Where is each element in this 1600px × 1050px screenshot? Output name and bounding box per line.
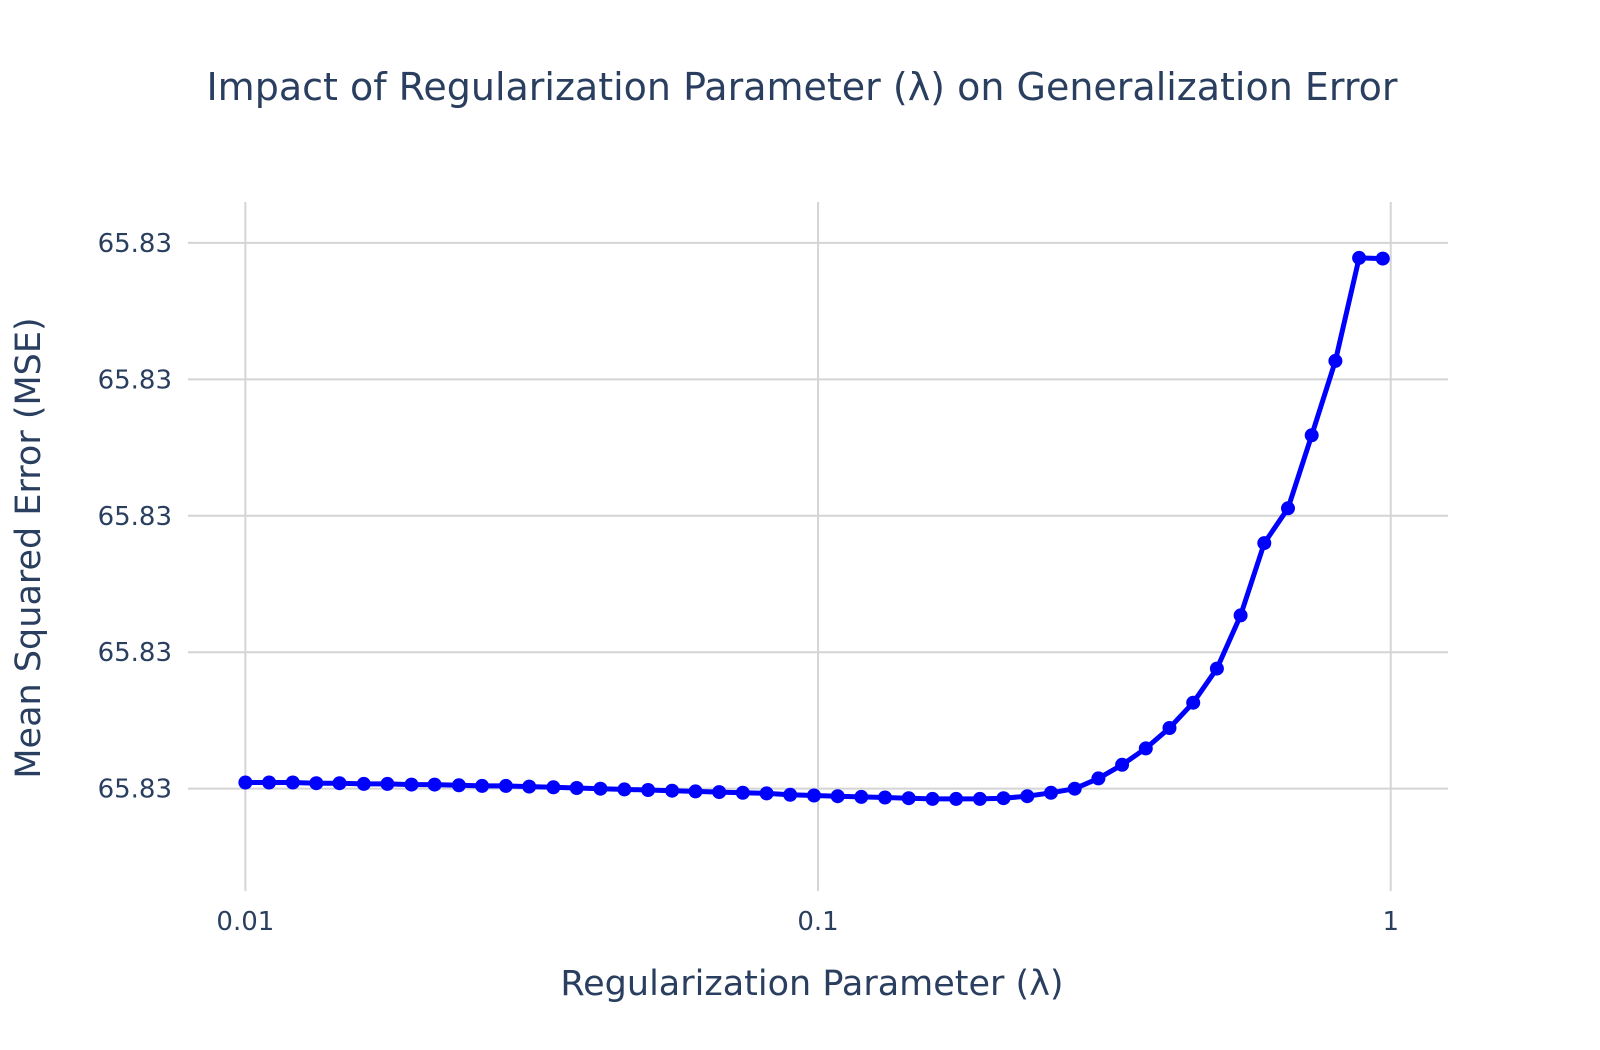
- data-point: [1115, 757, 1130, 772]
- y-tick-label: 65.83: [98, 502, 172, 532]
- y-tick-label: 65.83: [98, 638, 172, 668]
- data-point: [1044, 785, 1058, 800]
- data-point: [1067, 781, 1082, 796]
- data-point: [712, 785, 727, 800]
- data-point: [593, 781, 608, 796]
- grid: [188, 202, 1448, 891]
- data-point: [380, 776, 395, 791]
- data-point: [735, 785, 750, 800]
- y-tick-label: 65.83: [98, 365, 172, 395]
- x-tick-label: 0.1: [797, 907, 838, 937]
- data-point: [1375, 251, 1390, 266]
- data-point: [262, 775, 277, 790]
- data-point: [996, 791, 1011, 806]
- data-point: [332, 776, 347, 791]
- data-point: [759, 786, 774, 801]
- data-point: [427, 777, 442, 792]
- data-point: [1186, 695, 1201, 710]
- data-point: [522, 779, 537, 794]
- data-point: [925, 791, 940, 806]
- data-point: [1281, 501, 1295, 516]
- data-point: [546, 780, 561, 795]
- data-point: [807, 788, 821, 803]
- data-point: [1209, 661, 1224, 676]
- data-point: [1257, 536, 1272, 551]
- x-tick-label: 0.01: [216, 907, 274, 937]
- data-point: [238, 775, 253, 790]
- data-point: [830, 789, 845, 804]
- data-point: [1162, 721, 1177, 735]
- data-point: [617, 782, 632, 797]
- data-point: [641, 783, 656, 797]
- x-axis-ticks: 0.01 0.1 1: [216, 907, 1399, 937]
- data-point: [475, 778, 490, 793]
- data-point: [404, 777, 419, 792]
- chart-title: Impact of Regularization Parameter (λ) o…: [206, 65, 1397, 109]
- data-point: [878, 790, 892, 805]
- data-point: [783, 787, 798, 802]
- data-point: [1233, 608, 1248, 623]
- data-point: [1352, 250, 1367, 265]
- data-point: [451, 778, 466, 793]
- data-point: [854, 789, 869, 804]
- series-markers: [238, 250, 1390, 806]
- data-point: [498, 778, 513, 793]
- data-point: [949, 791, 964, 806]
- data-point: [356, 776, 371, 791]
- data-point: [1138, 741, 1153, 756]
- data-point: [1091, 771, 1106, 786]
- data-point: [688, 784, 703, 799]
- data-point: [569, 781, 584, 795]
- data-point: [1020, 789, 1035, 804]
- series-line: [245, 255, 1383, 802]
- y-axis-title: Mean Squared Error (MSE): [9, 317, 49, 778]
- data-point: [901, 791, 916, 806]
- data-point: [1328, 353, 1343, 368]
- y-tick-label: 65.83: [98, 229, 172, 259]
- y-tick-label: 65.83: [98, 775, 172, 805]
- data-point: [1304, 428, 1319, 443]
- data-point: [309, 776, 324, 791]
- y-axis-ticks: 65.83 65.83 65.83 65.83 65.83: [98, 229, 172, 805]
- data-point: [285, 775, 300, 790]
- data-point: [972, 791, 987, 806]
- x-tick-label: 1: [1382, 907, 1399, 937]
- data-point: [665, 783, 680, 798]
- x-axis-title: Regularization Parameter (λ): [560, 964, 1063, 1004]
